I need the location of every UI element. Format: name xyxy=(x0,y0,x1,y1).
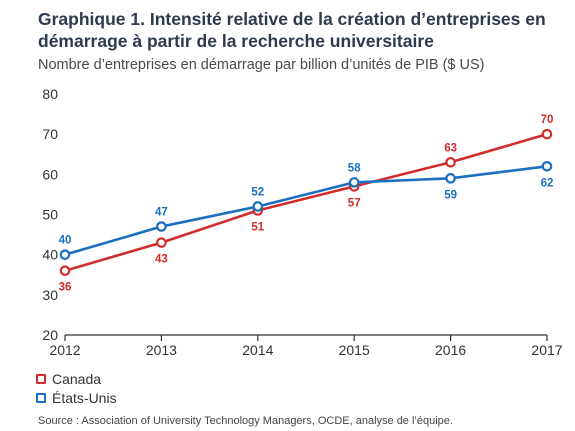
y-tick-label: 50 xyxy=(42,207,58,223)
data-label-usa: 59 xyxy=(444,189,457,201)
x-tick-label: 2013 xyxy=(146,342,177,358)
legend-item-usa: États-Unis xyxy=(36,388,117,407)
data-point-canada xyxy=(59,265,71,277)
data-label-canada: 51 xyxy=(251,221,264,233)
data-point-usa xyxy=(252,201,264,212)
x-tick-label: 2014 xyxy=(242,342,273,358)
data-point-usa xyxy=(156,221,167,232)
legend-item-canada: Canada xyxy=(36,369,117,388)
data-point-usa xyxy=(445,173,456,184)
data-label-usa: 47 xyxy=(155,207,168,219)
x-tick-label: 2017 xyxy=(531,342,562,358)
data-label-canada: 57 xyxy=(348,197,361,209)
data-label-usa: 62 xyxy=(541,177,554,189)
data-label-canada: 70 xyxy=(541,114,554,126)
y-tick-label: 60 xyxy=(42,166,58,182)
chart-title: Graphique 1. Intensité relative de la cr… xyxy=(38,9,546,51)
data-label-usa: 52 xyxy=(251,186,264,198)
y-tick-label: 40 xyxy=(42,247,58,263)
data-point-usa xyxy=(348,177,360,188)
source-note: Source : Association of University Techn… xyxy=(38,415,453,427)
legend-label-usa: États-Unis xyxy=(52,389,117,406)
data-point-canada xyxy=(541,128,553,140)
x-tick-label: 2016 xyxy=(435,342,466,358)
legend: Canada États-Unis xyxy=(36,369,117,407)
y-tick-label: 20 xyxy=(42,327,58,343)
legend-swatch-canada xyxy=(36,373,46,384)
data-point-usa xyxy=(541,161,553,172)
y-tick-label: 80 xyxy=(42,86,58,102)
data-label-usa: 58 xyxy=(348,162,361,174)
data-label-usa: 40 xyxy=(59,235,72,247)
series-line-canada xyxy=(64,132,548,272)
x-tick-label: 2012 xyxy=(49,342,80,358)
data-point-canada xyxy=(156,237,167,248)
chart-subtitle: Nombre d’entreprises en démarrage par bi… xyxy=(38,57,485,73)
data-label-canada: 43 xyxy=(155,254,168,266)
y-tick-label: 30 xyxy=(42,287,58,303)
legend-label-canada: Canada xyxy=(52,370,102,387)
y-tick-label: 70 xyxy=(42,126,58,142)
legend-swatch-usa xyxy=(36,392,46,403)
series-line-usa xyxy=(64,165,548,256)
data-point-canada xyxy=(445,156,456,168)
data-point-usa xyxy=(59,249,71,260)
data-label-canada: 36 xyxy=(59,282,72,294)
data-label-canada: 63 xyxy=(444,142,457,154)
x-tick-label: 2015 xyxy=(339,342,370,358)
